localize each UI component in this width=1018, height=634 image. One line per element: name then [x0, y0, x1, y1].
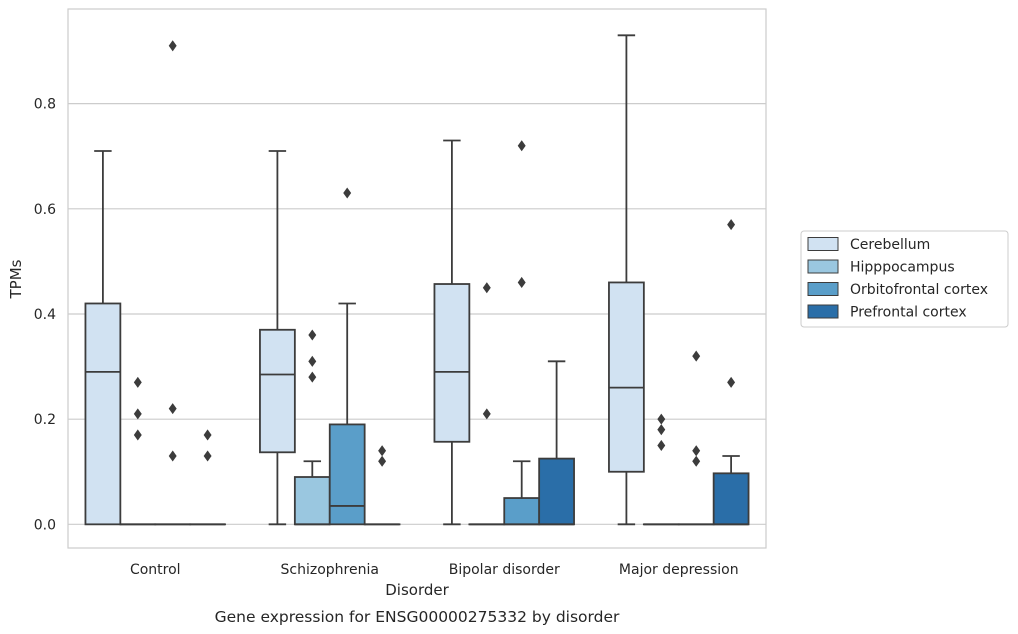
legend: Cerebellum Hipppocampus Orbitofrontal cort…	[800, 230, 1009, 328]
box-group	[154, 40, 192, 526]
box	[608, 281, 645, 473]
outlier-marker	[482, 282, 491, 294]
box	[293, 476, 331, 526]
box-group	[503, 140, 541, 526]
box-group	[433, 139, 471, 526]
box-group	[259, 150, 296, 526]
box-group	[363, 445, 401, 526]
y-axis-label: TPMs	[7, 259, 25, 299]
legend-frame	[800, 230, 1009, 328]
outlier-marker	[692, 455, 701, 467]
legend-swatch	[807, 282, 839, 296]
outlier-marker	[203, 450, 212, 462]
box	[328, 423, 366, 526]
outlier-marker	[168, 403, 177, 415]
outlier-marker	[168, 40, 177, 52]
y-tick-label: 0.0	[34, 517, 56, 533]
box-group	[538, 360, 575, 526]
outlier-marker	[517, 140, 526, 152]
legend-swatch	[807, 259, 839, 274]
box	[259, 328, 296, 454]
outlier-marker	[133, 408, 142, 420]
outlier-marker	[727, 219, 736, 231]
x-tick-label: Schizophrenia	[281, 562, 379, 578]
outlier-marker	[308, 355, 317, 367]
outlier-marker	[203, 429, 212, 441]
legend-label: Prefrontal cortex	[850, 305, 967, 321]
outlier-marker	[133, 376, 142, 388]
box-group	[712, 219, 750, 526]
box	[503, 497, 541, 526]
box	[712, 472, 750, 526]
outlier-marker	[482, 408, 491, 420]
y-tick-label: 0.4	[34, 307, 56, 323]
legend-swatch	[807, 304, 839, 319]
x-tick-label: Control	[130, 562, 181, 578]
x-tick-labels: Control Schizophrenia Bipolar disorder Majo…	[130, 562, 739, 578]
legend-label: Hipppocampus	[850, 260, 955, 276]
outlier-marker	[727, 376, 736, 388]
series-hipppocampus	[119, 282, 680, 526]
x-tick-label: Bipolar disorder	[449, 562, 560, 578]
box-group	[189, 429, 226, 526]
box-group	[119, 376, 157, 526]
legend-label: Orbitofrontal cortex	[850, 282, 988, 298]
outlier-marker	[133, 429, 142, 441]
outlier-marker	[168, 450, 177, 462]
outlier-marker	[378, 455, 387, 467]
legend-swatch	[807, 237, 839, 251]
chart-caption: Gene expression for ENSG00000275332 by d…	[215, 608, 620, 626]
outlier-marker	[378, 445, 387, 457]
outlier-marker	[308, 329, 317, 341]
y-tick-label: 0.6	[34, 202, 56, 218]
series-cerebellum	[84, 34, 645, 526]
outlier-marker	[657, 424, 666, 436]
box	[538, 457, 575, 526]
x-tick-label: Major depression	[619, 562, 739, 578]
box-group	[642, 413, 680, 526]
box	[433, 283, 471, 443]
outlier-marker	[657, 413, 666, 425]
box-group	[468, 282, 506, 526]
outlier-marker	[692, 350, 701, 362]
y-tick-label: 0.8	[34, 97, 56, 113]
x-axis-label: Disorder	[385, 581, 449, 599]
outlier-marker	[343, 187, 352, 199]
series-prefrontal-cortex	[189, 219, 750, 526]
box-group	[608, 34, 645, 526]
outlier-marker	[657, 439, 666, 451]
box-group	[677, 350, 715, 526]
box-group	[84, 150, 122, 526]
y-tick-labels: 0.0 0.2 0.4 0.6 0.8	[34, 97, 56, 534]
outlier-marker	[308, 371, 317, 383]
box-series	[84, 34, 750, 526]
y-tick-label: 0.2	[34, 412, 56, 428]
outlier-marker	[692, 445, 701, 457]
box-group	[293, 329, 331, 526]
box-group	[328, 187, 366, 526]
plot-area	[67, 8, 767, 549]
outlier-marker	[517, 276, 526, 288]
box	[84, 302, 122, 526]
legend-label: Cerebellum	[850, 237, 930, 253]
